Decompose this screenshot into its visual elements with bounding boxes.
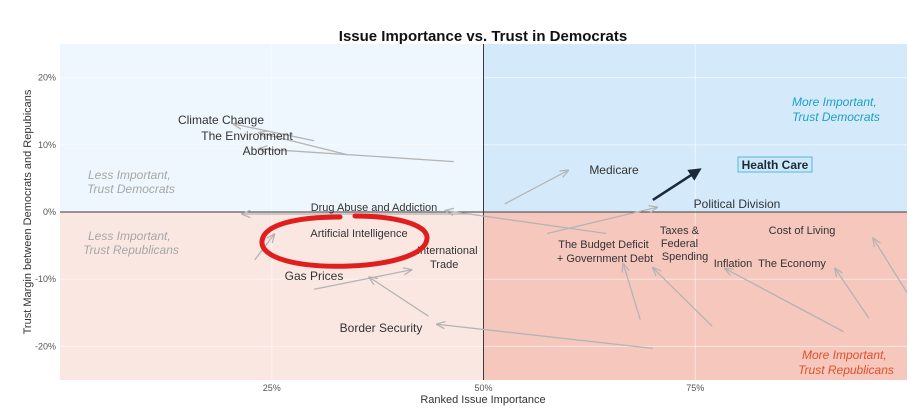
issue-arrow: [546, 207, 657, 235]
quadrant-label-bottom-right: More Important, Trust Republicans: [798, 348, 894, 377]
issue-arrow: [437, 324, 653, 350]
issue-label-climate-change: Climate Change: [178, 113, 264, 127]
y-tick-label: 20%: [38, 73, 56, 83]
y-tick-label: 0%: [43, 207, 56, 217]
x-axis-label: Ranked Issue Importance: [420, 394, 545, 406]
issue-arrow: [504, 170, 569, 205]
issue-arrow: [234, 124, 315, 142]
issue-label-inflation: Inflation: [714, 258, 753, 270]
issue-arrow: [313, 270, 411, 290]
issue-arrow: [259, 149, 454, 163]
issue-arrow: [653, 268, 713, 327]
issue-label-the-economy: The Economy: [758, 258, 826, 270]
quadrant-labels: Less Important, Trust Democrats More Imp…: [83, 95, 894, 377]
issue-arrow: [835, 268, 870, 319]
issue-arrow: [623, 264, 641, 320]
issue-label-abortion: Abortion: [243, 144, 288, 158]
y-axis-ticks: 20% 10% 0% -10% -20%: [35, 73, 56, 352]
quadrant-label-top-right: More Important, Trust Democrats: [792, 95, 880, 124]
issue-label-political-division: Political Division: [694, 197, 781, 211]
y-tick-label: -10%: [35, 274, 56, 284]
chart-title: Issue Importance vs. Trust in Democrats: [339, 28, 627, 45]
issue-label-the-environment: The Environment: [201, 129, 293, 143]
issue-arrow: [652, 168, 702, 201]
y-axis-label: Trust Margin between Democrats and Repub…: [22, 89, 34, 334]
issue-arrow: [873, 238, 908, 293]
issue-label-health-care: Health Care: [742, 158, 809, 172]
issue-label-international-trade: International Trade: [417, 245, 481, 271]
issue-arrow: [445, 211, 607, 235]
issue-label-artificial-intelligence: Artificial Intelligence: [310, 228, 407, 240]
x-tick-label: 25%: [263, 383, 281, 393]
issue-arrow: [369, 277, 429, 317]
y-tick-label: -20%: [35, 341, 56, 351]
quadrant-label-top-left: Less Important, Trust Democrats: [87, 168, 175, 196]
issue-label-gas-prices: Gas Prices: [285, 269, 344, 283]
issue-arrow: [725, 268, 844, 333]
x-axis-ticks: 25% 50% 75%: [263, 383, 705, 393]
issue-label-border-security: Border Security: [340, 321, 423, 335]
artificial-intelligence-red-circle: [259, 213, 430, 269]
health-care-highlight-box: [737, 156, 813, 173]
issue-arrow: [259, 133, 349, 156]
x-tick-label: 75%: [686, 383, 704, 393]
issue-label-medicare: Medicare: [589, 163, 639, 177]
quadrant-label-bottom-left: Less Important, Trust Republicans: [83, 229, 179, 257]
issue-labels: Climate Change The Environment Abortion …: [178, 113, 835, 335]
issue-label-cost-of-living: Cost of Living: [769, 225, 836, 237]
issue-label-taxes-federal-spending: Taxes & Federal Spending: [660, 225, 708, 263]
x-tick-label: 50%: [474, 383, 492, 393]
y-tick-label: 10%: [38, 140, 56, 150]
issue-label-budget-deficit: The Budget Deficit + Government Debt: [557, 239, 653, 265]
issue-label-drug-abuse: Drug Abuse and Addiction: [311, 202, 438, 214]
